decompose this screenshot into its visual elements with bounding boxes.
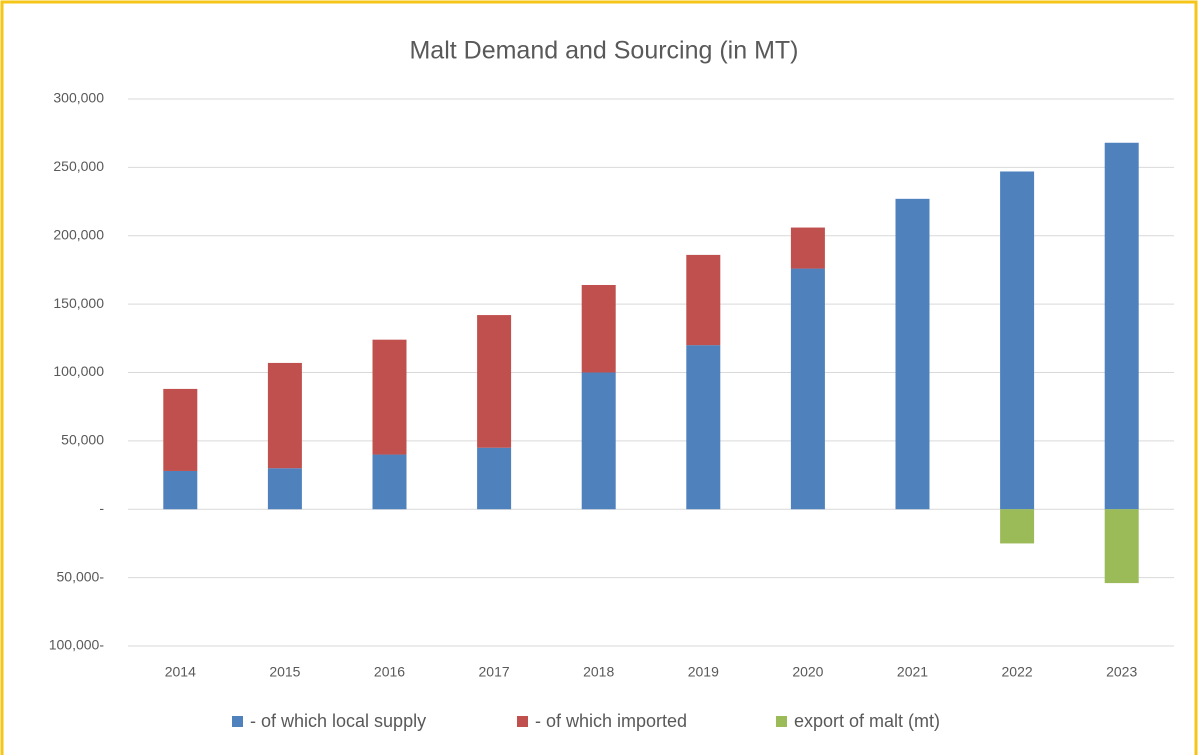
y-tick-label: 100,000-	[49, 637, 105, 653]
y-tick-label: -	[99, 500, 104, 516]
bar-segment	[581, 284, 616, 373]
bar-segment	[1000, 171, 1035, 510]
legend-swatch	[776, 716, 787, 727]
x-tick-label: 2016	[374, 664, 405, 680]
x-tick-label: 2018	[583, 664, 614, 680]
bar-segment	[1104, 509, 1139, 584]
bar-segment	[790, 227, 825, 269]
y-tick-label: 50,000	[61, 432, 104, 448]
y-tick-label: 200,000	[53, 226, 104, 242]
bar-segment	[477, 447, 512, 510]
x-tick-label: 2023	[1106, 664, 1137, 680]
bar-segment	[372, 339, 407, 455]
x-tick-label: 2020	[792, 664, 823, 680]
legend-swatch	[517, 716, 528, 727]
bar-segment	[1104, 142, 1139, 510]
y-tick-label: 150,000	[53, 295, 104, 311]
y-tick-label: 250,000	[53, 158, 104, 174]
y-tick-label: 300,000	[53, 90, 104, 106]
bar-segment	[372, 454, 407, 510]
x-tick-label: 2019	[688, 664, 719, 680]
x-tick-label: 2014	[165, 664, 196, 680]
y-tick-label: 100,000	[53, 363, 104, 379]
bar-segment	[895, 198, 930, 510]
x-tick-label: 2021	[897, 664, 928, 680]
bar-segment	[267, 468, 302, 510]
x-tick-label: 2015	[269, 664, 300, 680]
legend-label: - of which imported	[535, 711, 687, 731]
bar-segment	[163, 388, 198, 471]
chart-title: Malt Demand and Sourcing (in MT)	[409, 37, 798, 65]
legend-swatch	[232, 716, 243, 727]
x-tick-label: 2022	[1002, 664, 1033, 680]
legend-label: export of malt (mt)	[794, 711, 940, 731]
bar-segment	[790, 268, 825, 510]
y-tick-label: 50,000-	[57, 568, 105, 584]
legend-label: - of which local supply	[250, 711, 426, 731]
x-tick-label: 2017	[479, 664, 510, 680]
bar-segment	[477, 315, 512, 448]
bar-segment	[163, 470, 198, 510]
bar-segment	[267, 362, 302, 469]
bar-segment	[686, 254, 721, 346]
bar-segment	[581, 372, 616, 510]
bar-segment	[1000, 509, 1035, 544]
bar-segment	[686, 345, 721, 510]
